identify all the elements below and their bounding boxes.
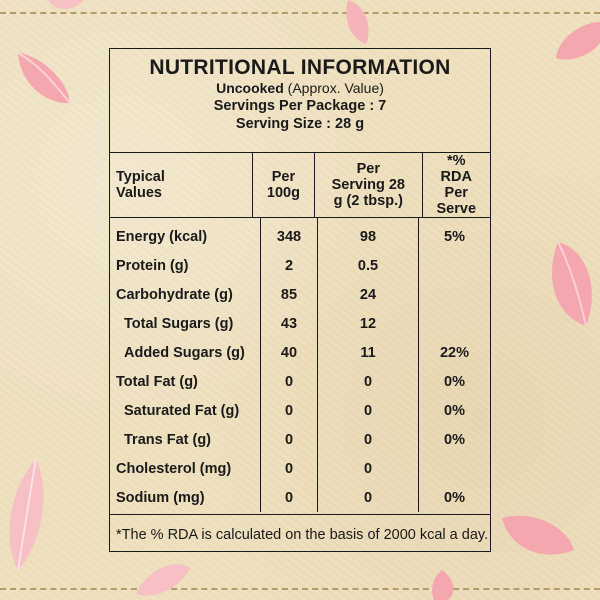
per-serving-value: 11 bbox=[317, 338, 419, 367]
per-100g-value: 40 bbox=[260, 338, 318, 367]
rda-value bbox=[419, 280, 491, 309]
table-header-row: Typical Values Per 100g Per Serving 28 g… bbox=[110, 153, 490, 218]
nutrient-rows: Energy (kcal) 348 98 5% Protein (g) 2 0.5 Carbo… bbox=[110, 218, 490, 515]
rose-petal-icon bbox=[551, 241, 592, 327]
rose-petal-icon bbox=[48, 0, 84, 10]
approx-value-note: (Approx. Value) bbox=[287, 80, 384, 96]
table-row: Saturated Fat (g) 0 0 0% bbox=[110, 396, 490, 425]
header-per-100g: Per 100g bbox=[252, 153, 316, 218]
rda-value: 0% bbox=[444, 373, 465, 390]
rda-value bbox=[419, 309, 491, 338]
nutrient-name: Added Sugars (g) bbox=[110, 338, 261, 367]
per-100g-value: 348 bbox=[260, 218, 318, 251]
preparation-state: Uncooked (Approx. Value) bbox=[110, 80, 490, 97]
nutrient-name: Saturated Fat (g) bbox=[110, 396, 261, 425]
rda-footnote: *The % RDA is calculated on the basis of… bbox=[116, 527, 489, 543]
per-100g-value: 0 bbox=[260, 483, 318, 512]
per-serving-value: 0.5 bbox=[317, 251, 419, 280]
nutrient-name: Carbohydrate (g) bbox=[110, 280, 261, 309]
servings-per-package: Servings Per Package : 7 bbox=[213, 98, 387, 114]
stitch-border-top bbox=[0, 12, 600, 14]
nutrient-name: Energy (kcal) bbox=[110, 218, 261, 251]
per-100g-value: 85 bbox=[260, 280, 318, 309]
rda-value: 0% bbox=[444, 489, 465, 506]
header-typical-values: Typical Values bbox=[110, 153, 253, 218]
nutrition-facts-panel: NUTRITIONAL INFORMATION Uncooked (Approx… bbox=[109, 48, 491, 552]
rda-value: 5% bbox=[444, 228, 465, 245]
table-row: Cholesterol (mg) 0 0 bbox=[110, 454, 490, 483]
per-serving-value: 0 bbox=[317, 425, 419, 454]
per-serving-value: 0 bbox=[317, 367, 419, 396]
table-row: Total Fat (g) 0 0 0% bbox=[110, 367, 490, 396]
header-rda: *% RDA Per Serve bbox=[422, 153, 490, 218]
rose-petal-icon bbox=[136, 564, 190, 596]
table-row: Protein (g) 2 0.5 bbox=[110, 251, 490, 280]
panel-title: NUTRITIONAL INFORMATION bbox=[149, 56, 451, 79]
per-100g-value: 2 bbox=[260, 251, 318, 280]
serving-size: Serving Size : 28 g bbox=[235, 116, 365, 132]
rda-value bbox=[419, 454, 491, 483]
nutrient-name: Sodium (mg) bbox=[110, 483, 261, 512]
per-100g-value: 0 bbox=[260, 425, 318, 454]
header-per-serving: Per Serving 28 g (2 tbsp.) bbox=[314, 153, 423, 218]
rda-value: 0% bbox=[444, 431, 465, 448]
rda-value bbox=[419, 251, 491, 280]
stitch-border-bottom bbox=[0, 588, 600, 590]
nutrient-name: Total Fat (g) bbox=[110, 367, 261, 396]
table-row: Carbohydrate (g) 85 24 bbox=[110, 280, 490, 309]
per-serving-value: 12 bbox=[317, 309, 419, 338]
table-row: Sodium (mg) 0 0 0% bbox=[110, 483, 490, 512]
preparation-state-label: Uncooked bbox=[216, 80, 284, 96]
rose-petal-icon bbox=[556, 22, 600, 60]
per-serving-value: 24 bbox=[317, 280, 419, 309]
table-row: Energy (kcal) 348 98 5% bbox=[110, 218, 490, 251]
per-100g-value: 0 bbox=[260, 396, 318, 425]
rose-petal-icon bbox=[502, 515, 574, 555]
nutrient-name: Protein (g) bbox=[110, 251, 261, 280]
per-100g-value: 43 bbox=[260, 309, 318, 338]
table-row: Total Sugars (g) 43 12 bbox=[110, 309, 490, 338]
rda-value: 22% bbox=[439, 344, 470, 361]
rda-value: 0% bbox=[444, 402, 465, 419]
per-100g-value: 0 bbox=[260, 454, 318, 483]
panel-header: NUTRITIONAL INFORMATION Uncooked (Approx… bbox=[110, 49, 490, 153]
per-serving-value: 0 bbox=[317, 454, 419, 483]
per-100g-value: 0 bbox=[260, 367, 318, 396]
nutrient-name: Cholesterol (mg) bbox=[110, 454, 261, 483]
nutrient-name: Total Sugars (g) bbox=[110, 309, 261, 338]
nutrient-name: Trans Fat (g) bbox=[110, 425, 261, 454]
table-row: Trans Fat (g) 0 0 0% bbox=[110, 425, 490, 454]
rose-petal-icon bbox=[346, 0, 369, 44]
rose-petal-icon bbox=[432, 570, 454, 600]
per-serving-value: 98 bbox=[317, 218, 419, 251]
per-serving-value: 0 bbox=[317, 396, 419, 425]
rose-petal-icon bbox=[9, 458, 44, 572]
nutrient-rows-table: Energy (kcal) 348 98 5% Protein (g) 2 0.5 Carbo… bbox=[110, 218, 490, 512]
rose-petal-icon bbox=[17, 52, 71, 104]
nutrition-table: Typical Values Per 100g Per Serving 28 g… bbox=[110, 153, 490, 218]
per-serving-value: 0 bbox=[317, 483, 419, 512]
table-row: Added Sugars (g) 40 11 22% bbox=[110, 338, 490, 367]
